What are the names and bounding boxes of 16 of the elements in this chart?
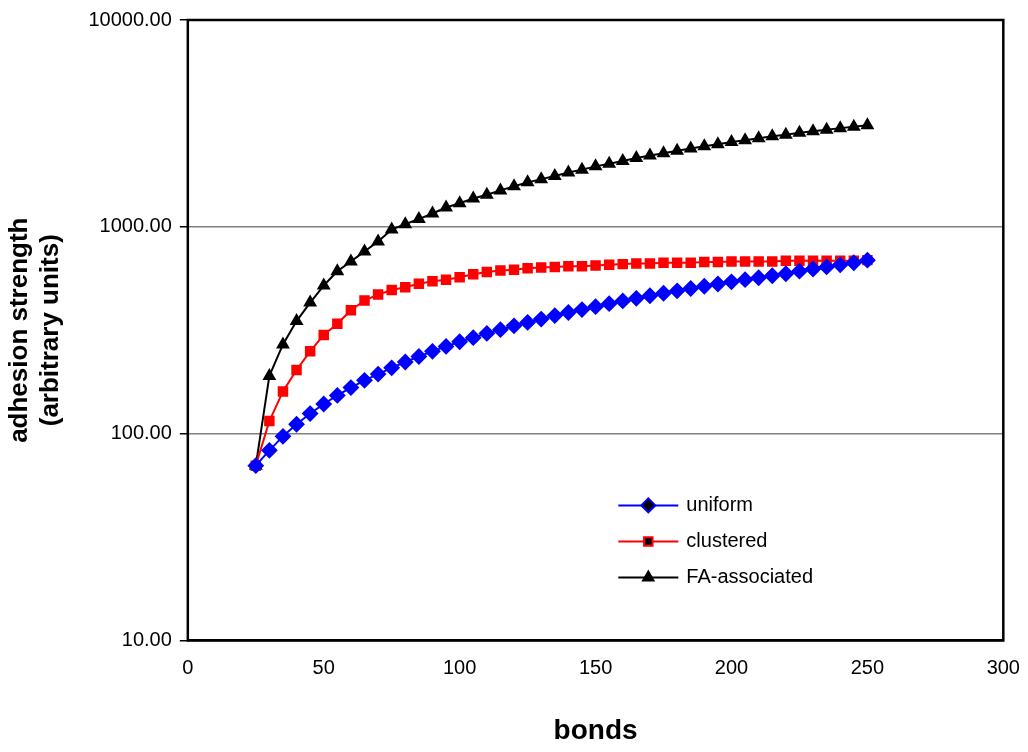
legend-label: FA-associated	[686, 564, 814, 587]
x-tick-label: 100	[442, 655, 477, 678]
y-tick-label: 100.00	[110, 421, 172, 444]
x-tick-label: 250	[850, 655, 885, 678]
legend-label: uniform	[686, 492, 754, 515]
x-tick-label: 200	[714, 655, 749, 678]
y-tick-label: 10000.00	[88, 7, 172, 30]
x-tick-label: 150	[578, 655, 613, 678]
x-tick-label: 50	[312, 655, 335, 678]
x-axis-title: bonds	[553, 713, 638, 745]
legend-label: clustered	[686, 528, 768, 551]
x-tick-label: 0	[182, 655, 194, 678]
y-tick-label: 10.00	[121, 627, 172, 650]
x-tick-label: 300	[986, 655, 1020, 678]
y-tick-label: 1000.00	[99, 214, 172, 237]
y-axis-title: adhesion strength (arbitrary units)	[2, 217, 64, 443]
